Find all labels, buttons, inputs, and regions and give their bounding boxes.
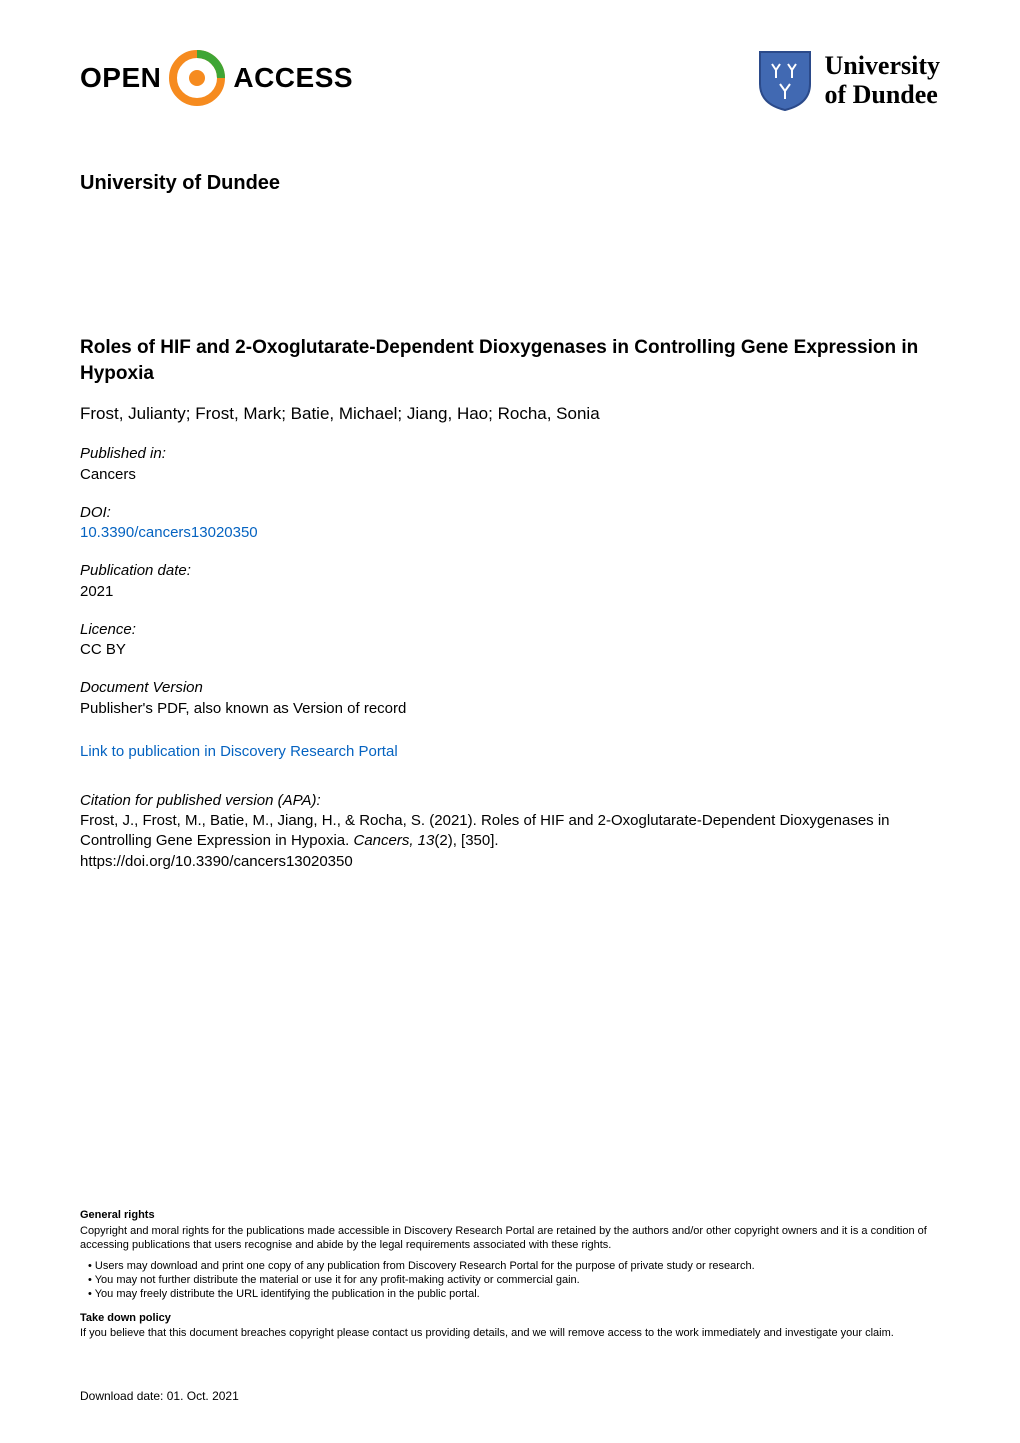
university-logo: University of Dundee — [758, 50, 940, 112]
authors-line: Frost, Julianty; Frost, Mark; Batie, Mic… — [80, 404, 940, 424]
discovery-link-row: Link to publication in Discovery Researc… — [80, 743, 940, 761]
doi-link[interactable]: 10.3390/cancers13020350 — [80, 524, 258, 541]
takedown-text: If you believe that this document breach… — [80, 1327, 940, 1341]
doi-label: DOI: — [80, 503, 940, 523]
university-name-line2: of Dundee — [824, 81, 940, 110]
licence-block: Licence: CC BY — [80, 620, 940, 661]
general-rights-block: General rights Copyright and moral right… — [80, 1209, 940, 1349]
docver-value: Publisher's PDF, also known as Version o… — [80, 699, 940, 719]
citation-number: (2), [350]. — [434, 832, 498, 849]
open-access-logo: OPEN ACCESS — [80, 50, 353, 106]
discovery-portal-link[interactable]: Link to publication in Discovery Researc… — [80, 743, 398, 760]
title-block: Roles of HIF and 2-Oxoglutarate-Dependen… — [80, 335, 940, 386]
pubdate-label: Publication date: — [80, 561, 940, 581]
published-in-value: Cancers — [80, 465, 940, 485]
docver-block: Document Version Publisher's PDF, also k… — [80, 678, 940, 719]
citation-volume: , 13 — [409, 832, 434, 849]
rights-bullet: • You may not further distribute the mat… — [88, 1274, 940, 1288]
open-access-access-word: ACCESS — [233, 62, 353, 94]
pubdate-value: 2021 — [80, 582, 940, 602]
citation-label: Citation for published version (APA): — [80, 791, 940, 811]
open-access-icon — [169, 50, 225, 106]
cover-page: OPEN ACCESS University of Dundee — [0, 0, 1020, 1443]
citation-block: Citation for published version (APA): Fr… — [80, 791, 940, 872]
paper-title: Roles of HIF and 2-Oxoglutarate-Dependen… — [80, 335, 940, 386]
open-access-open-word: OPEN — [80, 62, 161, 94]
university-shield-icon — [758, 50, 812, 112]
university-name-line1: University — [824, 52, 940, 81]
citation-journal: Cancers — [353, 832, 409, 849]
published-in-label: Published in: — [80, 444, 940, 464]
university-name-block: University of Dundee — [824, 52, 940, 109]
general-rights-heading: General rights — [80, 1209, 940, 1223]
general-rights-text: Copyright and moral rights for the publi… — [80, 1225, 940, 1253]
published-in-block: Published in: Cancers — [80, 444, 940, 485]
doi-block: DOI: 10.3390/cancers13020350 — [80, 503, 940, 544]
takedown-heading: Take down policy — [80, 1312, 940, 1326]
citation-text: Frost, J., Frost, M., Batie, M., Jiang, … — [80, 811, 940, 872]
header-row: OPEN ACCESS University of Dundee — [80, 50, 940, 112]
licence-label: Licence: — [80, 620, 940, 640]
rights-bullet: • Users may download and print one copy … — [88, 1260, 940, 1274]
rights-bullets: • Users may download and print one copy … — [80, 1260, 940, 1301]
licence-value: CC BY — [80, 640, 940, 660]
download-date: Download date: 01. Oct. 2021 — [80, 1389, 940, 1403]
citation-url: https://doi.org/10.3390/cancers13020350 — [80, 853, 353, 870]
docver-label: Document Version — [80, 678, 940, 698]
spacer — [80, 872, 940, 1179]
pubdate-block: Publication date: 2021 — [80, 561, 940, 602]
institution-heading: University of Dundee — [80, 172, 940, 195]
rights-bullet: • You may freely distribute the URL iden… — [88, 1288, 940, 1302]
